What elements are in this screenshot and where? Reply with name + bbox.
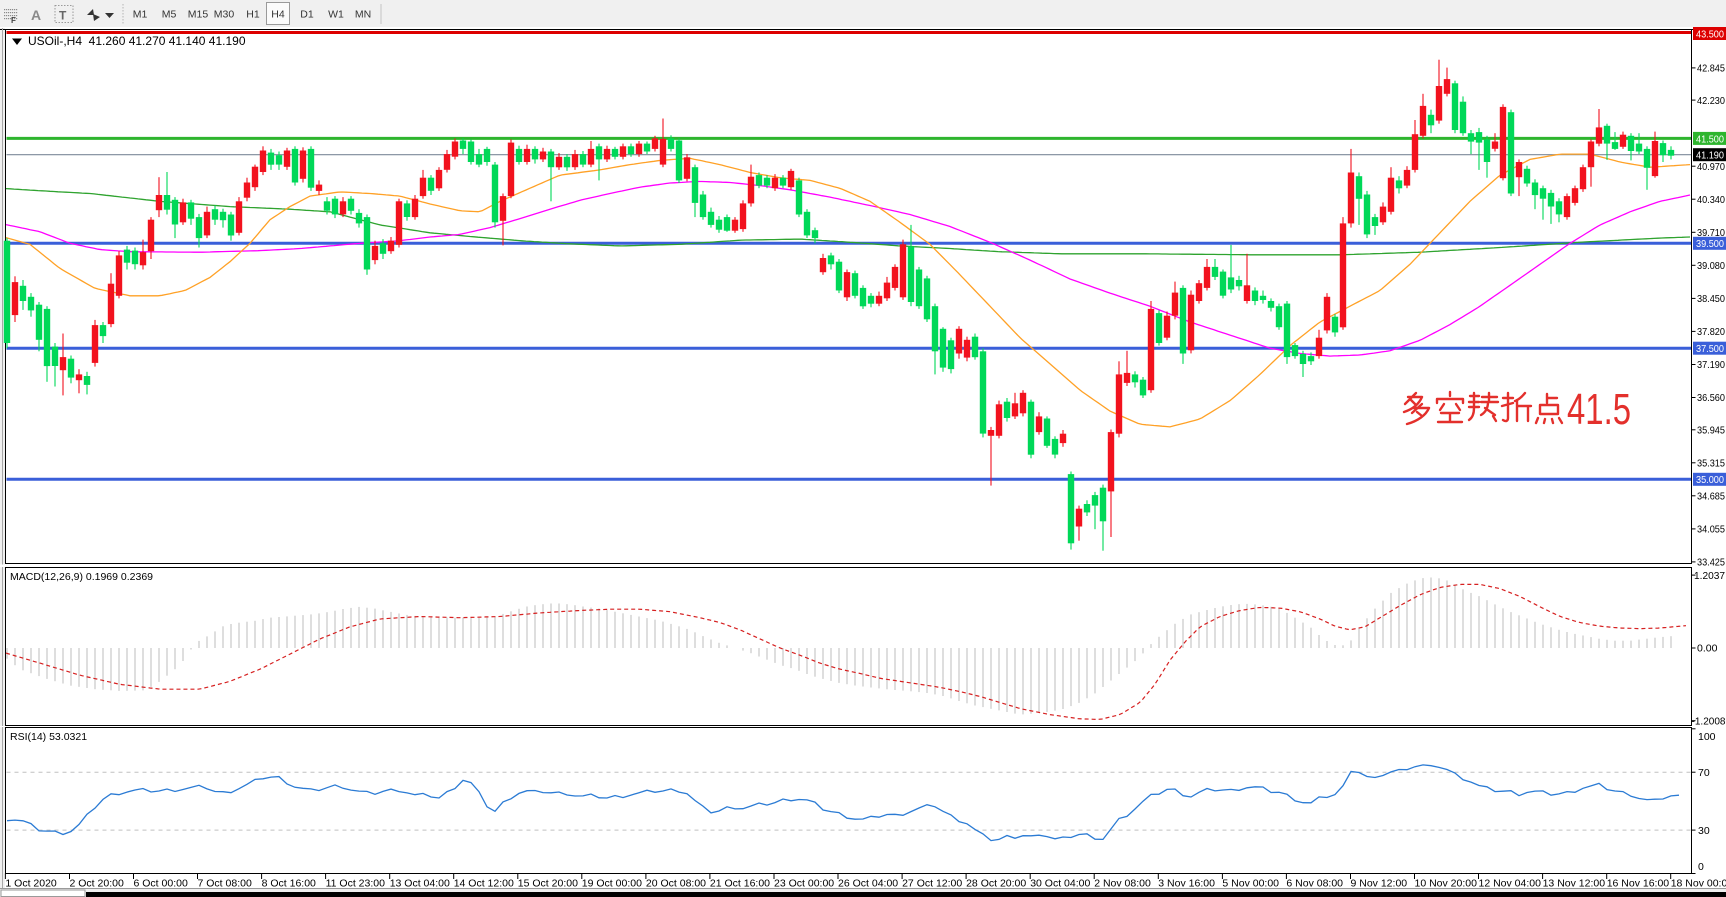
svg-text:41.5: 41.5 xyxy=(1567,385,1631,434)
svg-text:33.425: 33.425 xyxy=(1697,557,1725,569)
svg-text:38.450: 38.450 xyxy=(1697,293,1725,305)
svg-text:37.820: 37.820 xyxy=(1697,326,1725,338)
svg-text:1 Oct 2020: 1 Oct 2020 xyxy=(5,878,57,890)
svg-text:34.685: 34.685 xyxy=(1697,491,1725,503)
svg-text:M5: M5 xyxy=(162,9,177,21)
svg-text:M15: M15 xyxy=(188,9,209,21)
svg-text:42.845: 42.845 xyxy=(1697,63,1725,75)
svg-text:23 Oct 00:00: 23 Oct 00:00 xyxy=(774,878,834,890)
svg-text:41.190: 41.190 xyxy=(1696,150,1724,162)
svg-text:70: 70 xyxy=(1698,767,1710,779)
svg-text:15 Oct 20:00: 15 Oct 20:00 xyxy=(518,878,578,890)
svg-text:28 Oct 20:00: 28 Oct 20:00 xyxy=(966,878,1026,890)
svg-text:30: 30 xyxy=(1698,825,1710,837)
svg-text:14 Oct 12:00: 14 Oct 12:00 xyxy=(454,878,514,890)
svg-text:21 Oct 16:00: 21 Oct 16:00 xyxy=(710,878,770,890)
svg-text:6 Nov 08:00: 6 Nov 08:00 xyxy=(1286,878,1343,890)
svg-text:39.500: 39.500 xyxy=(1696,238,1724,250)
svg-text:16 Nov 16:00: 16 Nov 16:00 xyxy=(1607,878,1670,890)
svg-text:MACD(12,26,9) 0.1969 0.2369: MACD(12,26,9) 0.1969 0.2369 xyxy=(10,571,153,583)
svg-text:40.340: 40.340 xyxy=(1697,194,1725,206)
svg-text:35.945: 35.945 xyxy=(1697,425,1725,437)
svg-text:M30: M30 xyxy=(214,9,235,21)
svg-text:35.000: 35.000 xyxy=(1696,474,1724,486)
svg-text:2 Oct 20:00: 2 Oct 20:00 xyxy=(70,878,124,890)
svg-text:F: F xyxy=(11,16,16,25)
svg-text:19 Oct 00:00: 19 Oct 00:00 xyxy=(582,878,642,890)
svg-text:USOil-,H4 41.260 41.270 41.14: USOil-,H4 41.260 41.270 41.140 41.190 xyxy=(28,34,246,48)
svg-text:H4: H4 xyxy=(271,9,285,21)
svg-text:D1: D1 xyxy=(300,9,314,21)
svg-text:20 Oct 08:00: 20 Oct 08:00 xyxy=(646,878,706,890)
svg-text:W1: W1 xyxy=(328,9,344,21)
svg-text:2 Nov 08:00: 2 Nov 08:00 xyxy=(1094,878,1151,890)
svg-text:0: 0 xyxy=(1698,861,1704,873)
svg-text:37.500: 37.500 xyxy=(1696,343,1724,355)
svg-text:MN: MN xyxy=(355,9,371,21)
svg-text:9 Nov 12:00: 9 Nov 12:00 xyxy=(1351,878,1408,890)
svg-text:A: A xyxy=(31,7,41,23)
svg-text:0.00: 0.00 xyxy=(1697,643,1718,655)
svg-text:M1: M1 xyxy=(133,9,148,21)
svg-text:3 Nov 16:00: 3 Nov 16:00 xyxy=(1158,878,1215,890)
svg-text:10 Nov 20:00: 10 Nov 20:00 xyxy=(1415,878,1478,890)
svg-text:100: 100 xyxy=(1698,731,1716,743)
svg-text:43.500: 43.500 xyxy=(1696,28,1724,40)
svg-text:8 Oct 16:00: 8 Oct 16:00 xyxy=(262,878,316,890)
svg-text:-1.2008: -1.2008 xyxy=(1692,715,1726,727)
svg-text:26 Oct 04:00: 26 Oct 04:00 xyxy=(838,878,898,890)
svg-text:30 Oct 04:00: 30 Oct 04:00 xyxy=(1030,878,1090,890)
svg-text:T: T xyxy=(59,9,67,23)
svg-text:35.315: 35.315 xyxy=(1697,458,1725,470)
svg-text:42.230: 42.230 xyxy=(1697,95,1725,107)
svg-text:13 Oct 04:00: 13 Oct 04:00 xyxy=(390,878,450,890)
svg-text:18 Nov 00:00: 18 Nov 00:00 xyxy=(1671,878,1726,890)
svg-text:H1: H1 xyxy=(246,9,260,21)
svg-text:34.055: 34.055 xyxy=(1697,524,1725,536)
svg-text:36.560: 36.560 xyxy=(1697,392,1725,404)
svg-text:40.970: 40.970 xyxy=(1697,161,1725,173)
svg-text:37.190: 37.190 xyxy=(1697,359,1725,371)
svg-text:RSI(14) 53.0321: RSI(14) 53.0321 xyxy=(10,731,87,743)
svg-text:39.080: 39.080 xyxy=(1697,260,1725,272)
svg-text:39.710: 39.710 xyxy=(1697,227,1725,239)
svg-text:1.2037: 1.2037 xyxy=(1694,570,1725,582)
svg-text:12 Nov 04:00: 12 Nov 04:00 xyxy=(1479,878,1542,890)
svg-text:11 Oct 23:00: 11 Oct 23:00 xyxy=(326,878,386,890)
svg-text:5 Nov 00:00: 5 Nov 00:00 xyxy=(1222,878,1279,890)
svg-text:6 Oct 00:00: 6 Oct 00:00 xyxy=(134,878,188,890)
svg-text:41.500: 41.500 xyxy=(1696,133,1724,145)
svg-text:13 Nov 12:00: 13 Nov 12:00 xyxy=(1543,878,1606,890)
svg-text:7 Oct 08:00: 7 Oct 08:00 xyxy=(198,878,252,890)
svg-text:27 Oct 12:00: 27 Oct 12:00 xyxy=(902,878,962,890)
